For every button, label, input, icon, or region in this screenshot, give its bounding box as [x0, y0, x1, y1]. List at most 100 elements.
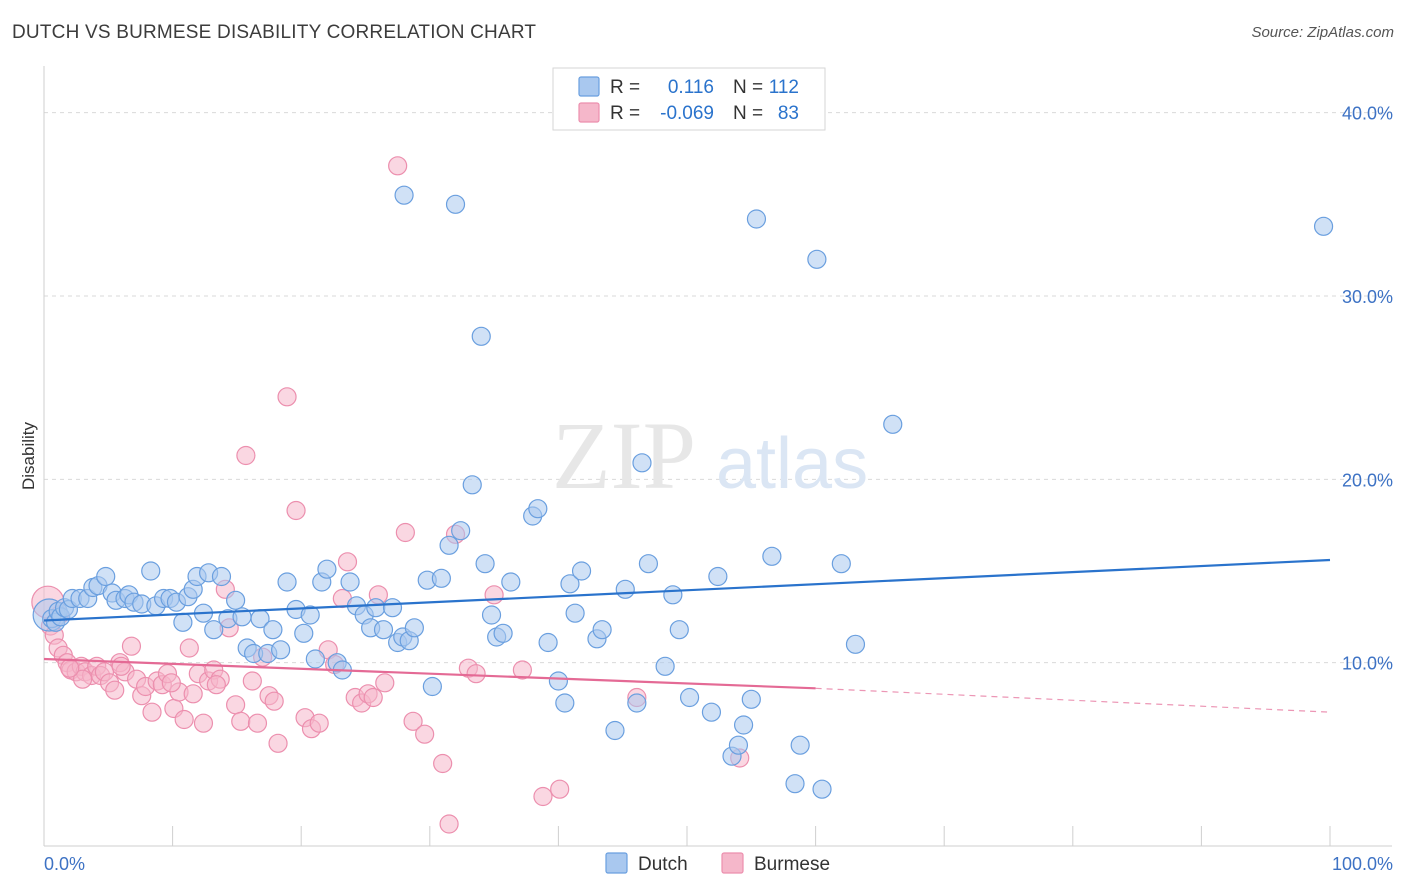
dutch-point [373, 620, 394, 640]
dutch-n-value: 112 [769, 77, 799, 98]
burmese-point [247, 713, 268, 733]
burmese-point [337, 552, 358, 572]
dutch-points [32, 185, 1334, 799]
burmese-point [403, 711, 423, 731]
dutch-point [204, 620, 224, 640]
dutch-point [538, 632, 558, 653]
y-tick-label-30: 30.0% [1342, 287, 1393, 307]
burmese-point [226, 695, 246, 715]
chart-title: DUTCH VS BURMESE DISABILITY CORRELATION … [12, 22, 537, 43]
dutch-point [451, 521, 471, 541]
dutch-point [627, 693, 647, 713]
burmese-point [415, 724, 435, 744]
burmese-n-value: 83 [778, 103, 799, 124]
dutch-point [501, 572, 521, 592]
dutch-point [663, 585, 683, 605]
burmese-r-label: R = [610, 103, 640, 124]
dutch-point [638, 554, 659, 574]
dutch-point [277, 572, 297, 592]
legend-swatch-burmese [721, 852, 744, 874]
dutch-point [1313, 216, 1334, 236]
dutch-point [305, 649, 325, 669]
dutch-point [394, 185, 414, 205]
burmese-trend-line [43, 657, 816, 690]
dutch-point [669, 620, 689, 640]
dutch-point [173, 612, 193, 632]
x-tick-label-max: 100.0% [1332, 854, 1393, 874]
dutch-point [605, 720, 625, 741]
burmese-point [268, 733, 288, 753]
dutch-point [746, 209, 767, 229]
watermark: ZIP atlas [552, 402, 868, 509]
burmese-point [242, 671, 262, 691]
dutch-point [701, 702, 722, 722]
burmese-point [388, 156, 408, 176]
dutch-trend-line [43, 558, 1331, 622]
watermark-zip: ZIP [552, 402, 696, 509]
burmese-point [484, 585, 504, 605]
burmese-point [105, 680, 125, 700]
dutch-r-value: 0.116 [668, 77, 714, 98]
burmese-legend-swatch [578, 102, 600, 123]
dutch-point [528, 499, 548, 519]
dutch-point [655, 656, 675, 676]
burmese-point [533, 786, 553, 807]
burmese-point [121, 636, 142, 656]
dutch-point [300, 605, 320, 625]
burmese-point [174, 709, 194, 730]
dutch-point [96, 566, 116, 587]
burmese-n-label: N = [733, 103, 763, 124]
dutch-point [565, 603, 585, 623]
burmese-point [512, 660, 532, 680]
y-axis-title: Disability [19, 421, 38, 490]
dutch-n-label: N = [733, 77, 763, 98]
burmese-point [433, 753, 453, 774]
dutch-point [790, 735, 810, 755]
dutch-point [785, 774, 805, 794]
burmese-point [60, 658, 80, 678]
dutch-point [481, 605, 502, 625]
x-tick-label-min: 0.0% [44, 854, 85, 874]
dutch-point [708, 566, 728, 587]
dutch-point [439, 535, 459, 555]
dutch-point [845, 634, 866, 654]
dutch-point [615, 579, 635, 599]
burmese-point [142, 702, 162, 722]
burmese-point [439, 814, 459, 834]
burmese-r-value: -0.069 [660, 103, 714, 124]
dutch-point [883, 414, 903, 434]
legend-label-burmese: Burmese [754, 854, 830, 875]
legend-swatch-dutch [605, 852, 628, 874]
dutch-point [679, 687, 700, 708]
dutch-point [560, 574, 580, 594]
legend-label-dutch: Dutch [638, 854, 688, 875]
dutch-point [548, 671, 569, 691]
dutch-point [592, 620, 612, 640]
dutch-point [422, 676, 442, 697]
dutch-point [632, 453, 652, 473]
dutch-point [263, 620, 283, 640]
y-tick-label-20: 20.0% [1342, 470, 1393, 490]
burmese-point [375, 673, 395, 693]
burmese-point [206, 675, 226, 695]
burmese-point [183, 684, 203, 704]
dutch-point [404, 618, 424, 638]
burmese-point [72, 669, 93, 689]
trend-layer [43, 558, 1331, 713]
correlation-legend: R = 0.116 N = 112 R = -0.069 N = 83 [552, 67, 826, 131]
burmese-point [111, 656, 131, 676]
dutch-point [471, 326, 491, 346]
dutch-point [807, 249, 827, 269]
axes-layer [43, 66, 1392, 847]
dutch-point [493, 623, 513, 643]
dutch-point [340, 572, 360, 592]
y-tick-label-40: 40.0% [1342, 104, 1393, 124]
burmese-point [161, 673, 181, 693]
dutch-point [226, 590, 246, 610]
dutch-point [211, 566, 232, 587]
y-tick-label-10: 10.0% [1342, 654, 1393, 674]
dutch-point [831, 554, 851, 574]
dutch-legend-swatch [578, 76, 600, 97]
burmese-point [231, 711, 251, 731]
dutch-point [571, 561, 592, 581]
